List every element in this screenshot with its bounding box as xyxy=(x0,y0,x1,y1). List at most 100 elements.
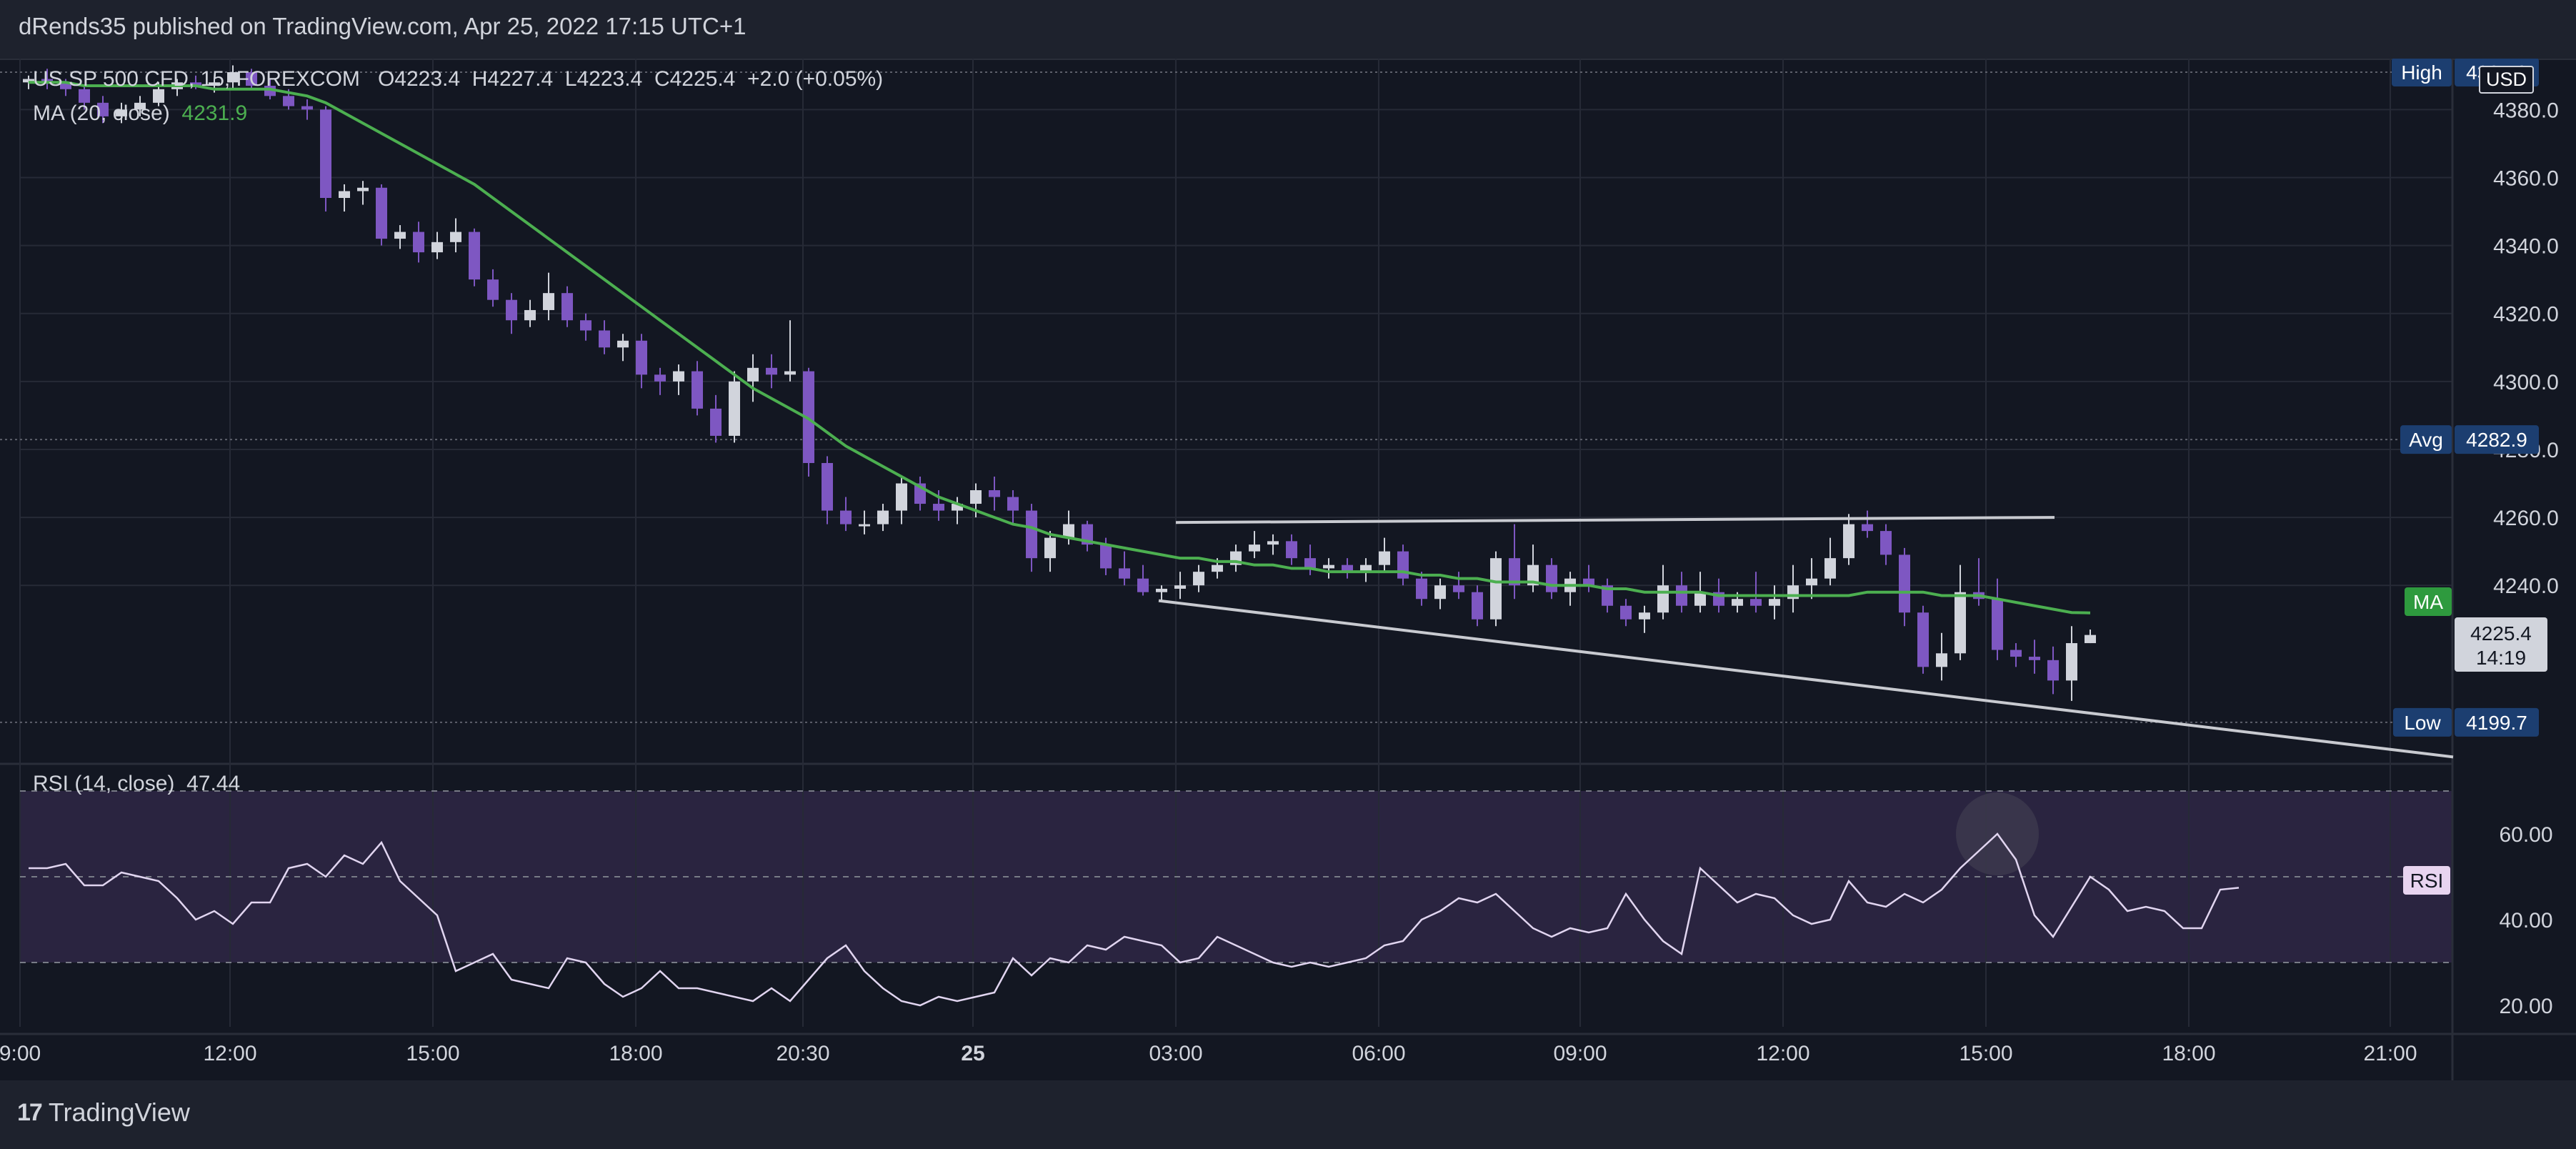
candle-body xyxy=(1732,599,1743,606)
ma-legend[interactable]: MA (20, close) 4231.9 xyxy=(33,101,247,126)
candle-body xyxy=(766,367,777,375)
tv-logo-icon: 17 xyxy=(17,1098,43,1126)
candle-body xyxy=(1992,599,2003,650)
candle-body xyxy=(1899,554,1910,613)
candle-body xyxy=(822,462,833,511)
candle-body xyxy=(246,72,257,86)
candle-body xyxy=(1639,612,1650,620)
candle-body xyxy=(710,408,722,436)
candle-body xyxy=(1249,544,1260,552)
candle-body xyxy=(561,293,573,321)
symbol-label[interactable]: US SP 500 CFD, 15, FOREXCOM xyxy=(33,67,360,91)
candle-body xyxy=(23,79,34,83)
currency-badge[interactable]: USD xyxy=(2479,66,2535,94)
footer: 17 TradingView xyxy=(0,1080,2576,1149)
price-tick-label: 4300.0 xyxy=(2493,371,2559,394)
time-tick-label: 12:00 xyxy=(203,1042,256,1065)
resistance-trendline xyxy=(1175,516,2055,524)
ma-legend-label: MA (20, close) xyxy=(33,101,170,125)
rsi-tick-label: 60.00 xyxy=(2499,823,2552,847)
avg-tag-text: Avg xyxy=(2409,429,2443,451)
candle-body xyxy=(1379,551,1390,565)
time-tick-label: 21:00 xyxy=(2363,1042,2417,1065)
candle-body xyxy=(970,490,982,504)
candle-body xyxy=(543,293,554,310)
candle-body xyxy=(1769,599,1780,606)
candle-body xyxy=(1583,578,1594,586)
time-tick-label: 18:00 xyxy=(2162,1042,2215,1065)
ma-line xyxy=(29,81,2091,615)
candle-body xyxy=(1434,585,1446,600)
publisher-text: dRends35 published on TradingView.com, A… xyxy=(19,13,747,39)
candle-body xyxy=(1026,510,1037,559)
candle-body xyxy=(654,374,666,382)
price-tick-label: 4260.0 xyxy=(2493,507,2559,530)
candle-body xyxy=(301,106,313,110)
candle-body xyxy=(933,504,944,511)
ma-tag xyxy=(2405,587,2452,616)
candle-body xyxy=(227,72,239,83)
price-tick-label: 4240.0 xyxy=(2493,574,2559,598)
avg-price-text: 4282.9 xyxy=(2466,429,2527,451)
price-tick-label: 4320.0 xyxy=(2493,303,2559,327)
candle-body xyxy=(1602,585,1613,606)
candle-body xyxy=(1509,558,1520,586)
rsi-line xyxy=(29,832,2240,1007)
candle-body xyxy=(339,191,350,198)
countdown-text: 14:19 xyxy=(2476,647,2526,669)
candle-body xyxy=(1453,585,1464,592)
candle-body xyxy=(1007,497,1019,511)
candle-body xyxy=(209,82,220,86)
candle-body xyxy=(1360,564,1372,572)
time-tick-label: 9:00 xyxy=(0,1042,41,1065)
candle-body xyxy=(1397,551,1409,579)
candle-body xyxy=(952,504,963,511)
candle-body xyxy=(729,381,740,436)
candle-body xyxy=(1806,578,1817,586)
candle-body xyxy=(1212,564,1223,572)
price-tick-label: 4360.0 xyxy=(2493,166,2559,190)
candle-body xyxy=(79,89,90,103)
chart-area[interactable]: 4240.04260.04280.04300.04320.04340.04360… xyxy=(0,59,2576,1080)
candle-body xyxy=(673,371,684,382)
support-trendline xyxy=(1158,599,2454,759)
candle-body xyxy=(1955,592,1966,654)
rsi-legend-label: RSI (14, close) xyxy=(33,772,175,795)
candle-body xyxy=(2085,635,2096,644)
tradingview-logo[interactable]: 17 TradingView xyxy=(17,1098,190,1128)
candle-body xyxy=(506,299,517,321)
candle-body xyxy=(376,187,387,239)
candle-body xyxy=(1750,599,1762,606)
candle-body xyxy=(1546,564,1557,592)
candle-body xyxy=(692,371,703,409)
time-tick-label: 03:00 xyxy=(1149,1042,1202,1065)
ma-legend-value: 4231.9 xyxy=(181,101,248,125)
candle-body xyxy=(394,232,406,239)
rsi-tag-text: RSI xyxy=(2410,870,2444,892)
candle-body xyxy=(617,340,629,348)
candle-body xyxy=(1676,585,1687,606)
candle-body xyxy=(1843,524,1854,559)
candle-body xyxy=(469,232,480,280)
rsi-tick-label: 40.00 xyxy=(2499,909,2552,932)
candle-body xyxy=(190,82,201,86)
time-tick-label: 20:30 xyxy=(776,1042,829,1065)
candle-body xyxy=(1862,524,1873,532)
low-price-text: 4199.7 xyxy=(2466,712,2527,734)
candle-body xyxy=(784,371,796,375)
candle-body xyxy=(1156,588,1167,592)
time-tick-label: 15:00 xyxy=(406,1042,459,1065)
candle-body xyxy=(2010,650,2022,657)
candle-body xyxy=(1137,578,1149,592)
candle-body xyxy=(524,309,536,321)
rsi-legend[interactable]: RSI (14, close) 47.44 xyxy=(33,772,240,796)
time-tick-label: 25 xyxy=(961,1042,984,1065)
close-value: C4225.4 xyxy=(654,67,736,91)
high-tag xyxy=(2392,59,2452,87)
candle-body xyxy=(320,109,331,198)
candle-body xyxy=(2047,660,2059,681)
candle-body xyxy=(1490,558,1502,620)
candle-body xyxy=(636,340,647,375)
candle-body xyxy=(1936,653,1947,667)
low-price xyxy=(2455,707,2539,737)
